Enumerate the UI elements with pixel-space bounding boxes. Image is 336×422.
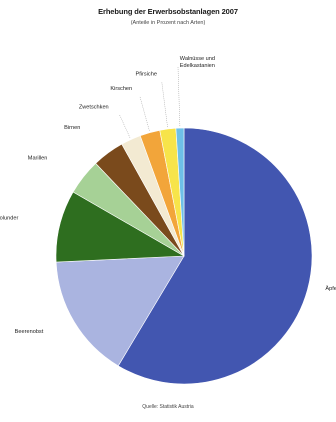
pie-slice-1 bbox=[117, 127, 313, 385]
chart-source: Quelle: Statistik Austria bbox=[142, 404, 194, 410]
chart-title: Erhebung der Erwerbsobstanlagen 2007 bbox=[98, 7, 238, 16]
slice-label-1: Äpfel bbox=[325, 285, 336, 292]
slice-label-5: Birnen bbox=[64, 125, 80, 131]
slice-label-4: Marillen bbox=[28, 156, 48, 162]
leader-line-6 bbox=[118, 113, 131, 138]
slice-label-3: Holunder bbox=[0, 216, 18, 222]
leader-line-8 bbox=[161, 81, 168, 128]
slice-label-7: Kirschen bbox=[110, 86, 132, 92]
pie-slice-9 bbox=[175, 127, 185, 257]
slice-label-6: Zwetschken bbox=[79, 105, 109, 111]
leader-line-9 bbox=[177, 66, 181, 127]
pie-slice-2 bbox=[55, 255, 185, 367]
slice-label-8: Pfirsiche bbox=[136, 71, 157, 77]
slice-label-9: Walnüsse und Edelkastanien bbox=[180, 56, 215, 69]
leader-line-7 bbox=[139, 95, 150, 131]
chart-subtitle: (Anteile in Prozent nach Arten) bbox=[130, 20, 206, 26]
slice-label-2: Beerenobst bbox=[15, 329, 44, 335]
